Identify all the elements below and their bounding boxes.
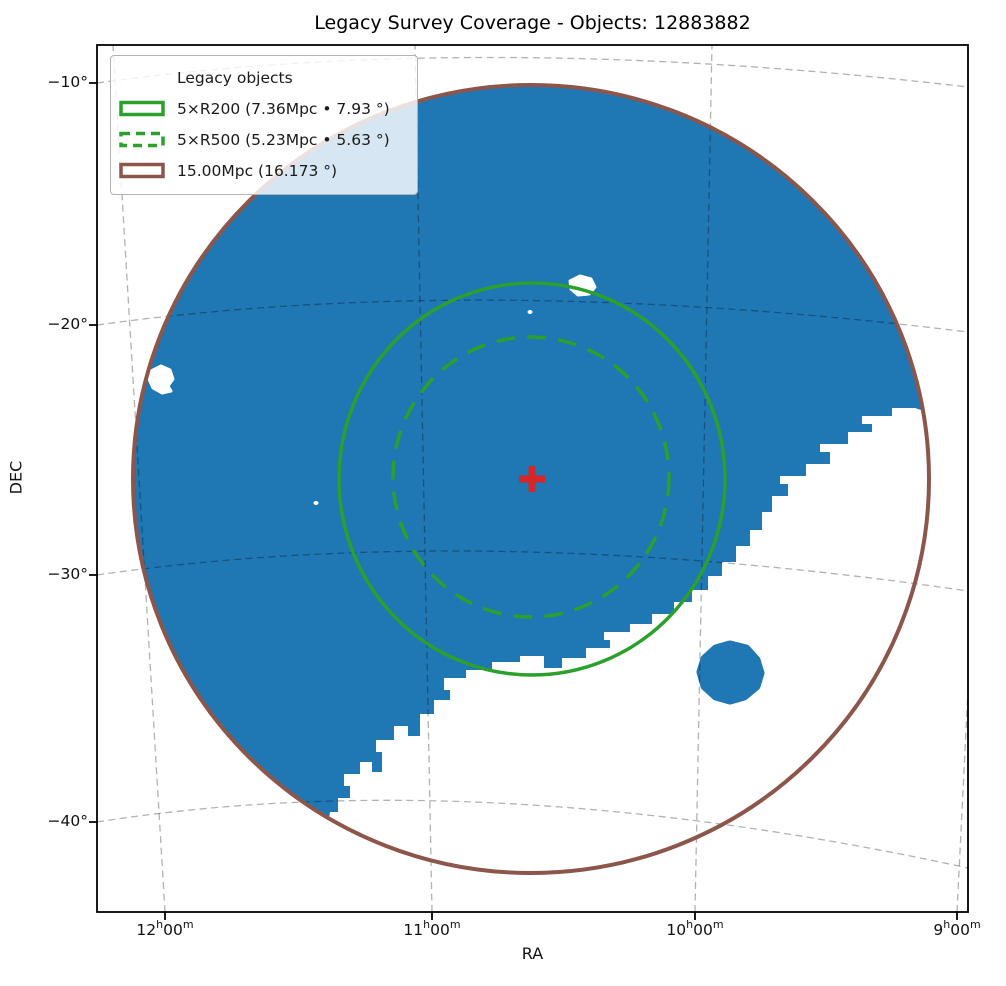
- y-tick-label-dec-30: −30°: [47, 565, 88, 583]
- legend-label: 5×R200 (7.36Mpc • 7.93 °): [177, 99, 390, 118]
- coverage-speck-hole: [313, 501, 319, 505]
- grid-meridian-12h: [112, 45, 166, 912]
- y-tick-label-dec-20: −20°: [47, 315, 88, 333]
- y-tick-label-dec-10: −10°: [47, 73, 88, 91]
- legend: Legacy objects 5×R200 (7.36Mpc • 7.93 °)…: [110, 55, 418, 195]
- radius-circle-5xr200: [337, 281, 727, 677]
- legend-swatch-solid-brown: [119, 162, 165, 179]
- legend-label: 5×R500 (5.23Mpc • 5.63 °): [177, 130, 390, 149]
- y-axis-label: DEC: [6, 460, 26, 495]
- x-tick-label-10h: 10h00m: [666, 918, 724, 940]
- grid-meridian-10h: [694, 45, 713, 912]
- legend-label: 15.00Mpc (16.173 °): [177, 161, 338, 180]
- legend-label: Legacy objects: [177, 68, 293, 87]
- radius-circle-15mpc: [131, 83, 931, 875]
- radius-circle-5xr500: [391, 335, 671, 619]
- grid-meridian-9h: [956, 687, 968, 912]
- axis-tick-marks: [89, 82, 958, 920]
- grid-meridian-11h: [414, 45, 433, 912]
- x-tick-label-11h: 11h00m: [403, 918, 461, 940]
- center-plus-marker: [519, 466, 545, 492]
- y-tick-label-dec-40: −40°: [47, 812, 88, 830]
- grid-lines: [97, 45, 968, 912]
- legend-entry-r500: 5×R500 (5.23Mpc • 5.63 °): [119, 124, 409, 155]
- legend-swatch-solid-green: [119, 100, 165, 117]
- x-tick-label-12h: 12h00m: [136, 918, 194, 940]
- x-tick-label-9h: 9h00m: [933, 918, 981, 940]
- axes-frame: [96, 44, 969, 913]
- coverage-speck-hole: [527, 310, 533, 314]
- legend-swatch-dashed-green: [119, 131, 165, 148]
- legend-entry-objects: Legacy objects: [119, 62, 409, 93]
- legend-entry-r200: 5×R200 (7.36Mpc • 7.93 °): [119, 93, 409, 124]
- legend-entry-15mpc: 15.00Mpc (16.173 °): [119, 155, 409, 186]
- x-axis-label: RA: [521, 944, 544, 963]
- coverage-hole-left: [147, 364, 175, 395]
- plot-title: Legacy Survey Coverage - Objects: 128838…: [314, 12, 751, 34]
- coverage-gap-wedge: [314, 408, 968, 912]
- coverage-island: [696, 640, 765, 705]
